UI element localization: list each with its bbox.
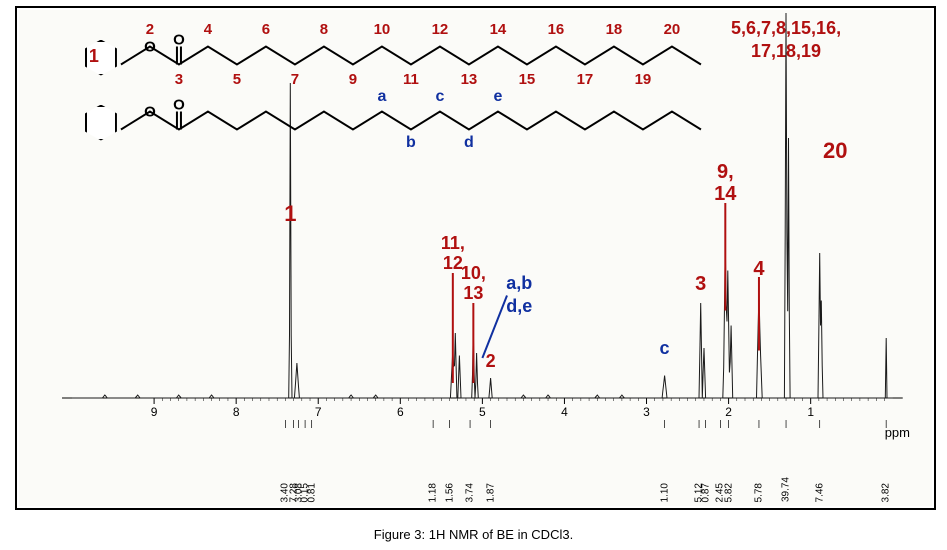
peak-label: 13	[463, 283, 483, 304]
atom-letter: c	[435, 88, 444, 106]
page: 987654321 1OO246810121416182035791113151…	[0, 0, 947, 550]
integral-value: 0.87	[700, 483, 711, 502]
svg-text:O: O	[173, 97, 185, 114]
integral-value: 1.10	[659, 483, 670, 502]
integral-value: 3.74	[465, 483, 476, 502]
atom-letter: a	[377, 88, 386, 106]
molecule-skeleton: OO	[17, 8, 934, 508]
svg-text:O: O	[144, 104, 156, 121]
peak-label: 11,	[441, 233, 465, 254]
integral-value: 1.18	[428, 483, 439, 502]
peak-label: 14	[714, 183, 736, 206]
peak-label: 17,18,19	[751, 41, 821, 62]
integral-value: 3.82	[881, 483, 892, 502]
figure-frame: 987654321 1OO246810121416182035791113151…	[15, 6, 936, 510]
integral-value: 0.81	[306, 483, 317, 502]
atom-letter: d	[464, 134, 474, 152]
integral-value: 1.87	[485, 483, 496, 502]
peak-label: 9,	[717, 161, 734, 184]
integral-value: 1.56	[444, 483, 455, 502]
integral-value: 5.78	[753, 483, 764, 502]
peak-label: a,b	[506, 273, 532, 294]
figure-caption: Figure 3: 1H NMR of BE in CDCl3.	[0, 527, 947, 542]
atom-letter: b	[406, 134, 416, 152]
peak-label: 5,6,7,8,15,16,	[731, 18, 841, 39]
peak-label: 12	[443, 253, 463, 274]
peak-label: 4	[753, 258, 764, 281]
peak-label: 2	[486, 351, 496, 372]
integral-value: 7.46	[814, 483, 825, 502]
peak-label: c	[660, 338, 670, 359]
peak-label: d,e	[506, 296, 532, 317]
molecule-structure-bottom: OOa c e b d	[17, 8, 934, 508]
atom-letter: e	[493, 88, 502, 106]
integral-value: 39.74	[781, 477, 792, 502]
peak-label: 1	[284, 201, 296, 227]
peak-label: 3	[695, 273, 706, 296]
integral-value: 5.82	[723, 483, 734, 502]
peak-label: 10,	[461, 263, 486, 284]
peak-label: 20	[823, 138, 847, 164]
axis-unit-label: ppm	[885, 425, 910, 440]
